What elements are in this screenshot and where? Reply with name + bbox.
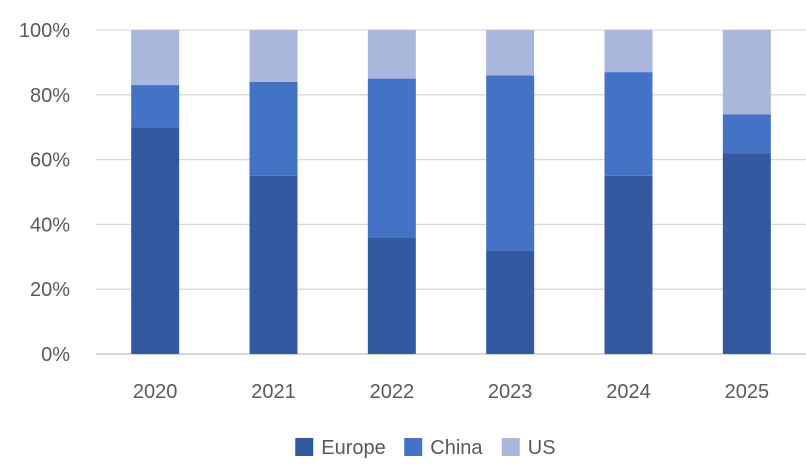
gridlines — [96, 29, 806, 355]
x-tick-label: 2024 — [606, 381, 651, 403]
bar-europe-2024 — [604, 175, 653, 354]
legend: Europe China US — [295, 437, 556, 459]
bar-china-2021 — [249, 81, 298, 176]
y-tick-label: 20% — [30, 279, 70, 301]
y-tick-label: 80% — [30, 85, 70, 107]
bar-us-2024 — [604, 30, 653, 73]
bar-europe-2025 — [722, 153, 771, 354]
bar-europe-2021 — [249, 175, 298, 354]
y-tick-label: 60% — [30, 150, 70, 172]
y-tick-label: 40% — [30, 214, 70, 236]
x-tick-label: 2020 — [133, 381, 178, 403]
bar-series — [131, 30, 771, 354]
legend-swatch-china — [404, 438, 423, 456]
bar-europe-2023 — [486, 250, 535, 354]
bar-us-2023 — [486, 30, 535, 76]
bar-europe-2020 — [131, 127, 180, 354]
bar-china-2022 — [367, 78, 416, 238]
legend-label-china: China — [430, 437, 483, 459]
bar-us-2025 — [722, 30, 771, 115]
legend-label-europe: Europe — [321, 437, 386, 459]
y-axis-tick-labels: 0% 20% 40% 60% 80% 100% — [19, 20, 70, 366]
x-tick-label: 2021 — [251, 381, 296, 403]
x-tick-label: 2023 — [488, 381, 533, 403]
bar-china-2020 — [131, 85, 180, 128]
y-tick-label: 0% — [41, 344, 70, 366]
x-tick-label: 2022 — [370, 381, 415, 403]
legend-swatch-europe — [295, 438, 314, 456]
y-tick-label: 100% — [19, 20, 70, 42]
legend-swatch-us — [501, 438, 520, 456]
x-tick-label: 2025 — [725, 381, 770, 403]
bar-europe-2022 — [367, 237, 416, 354]
bar-us-2022 — [367, 30, 416, 79]
x-axis-tick-labels: 2020 2021 2022 2023 2024 2025 — [133, 381, 769, 403]
bar-us-2021 — [249, 30, 298, 82]
bar-china-2024 — [604, 72, 653, 176]
legend-label-us: US — [528, 437, 556, 459]
bar-us-2020 — [131, 30, 180, 86]
bar-china-2023 — [486, 75, 535, 251]
bar-china-2025 — [722, 114, 771, 154]
